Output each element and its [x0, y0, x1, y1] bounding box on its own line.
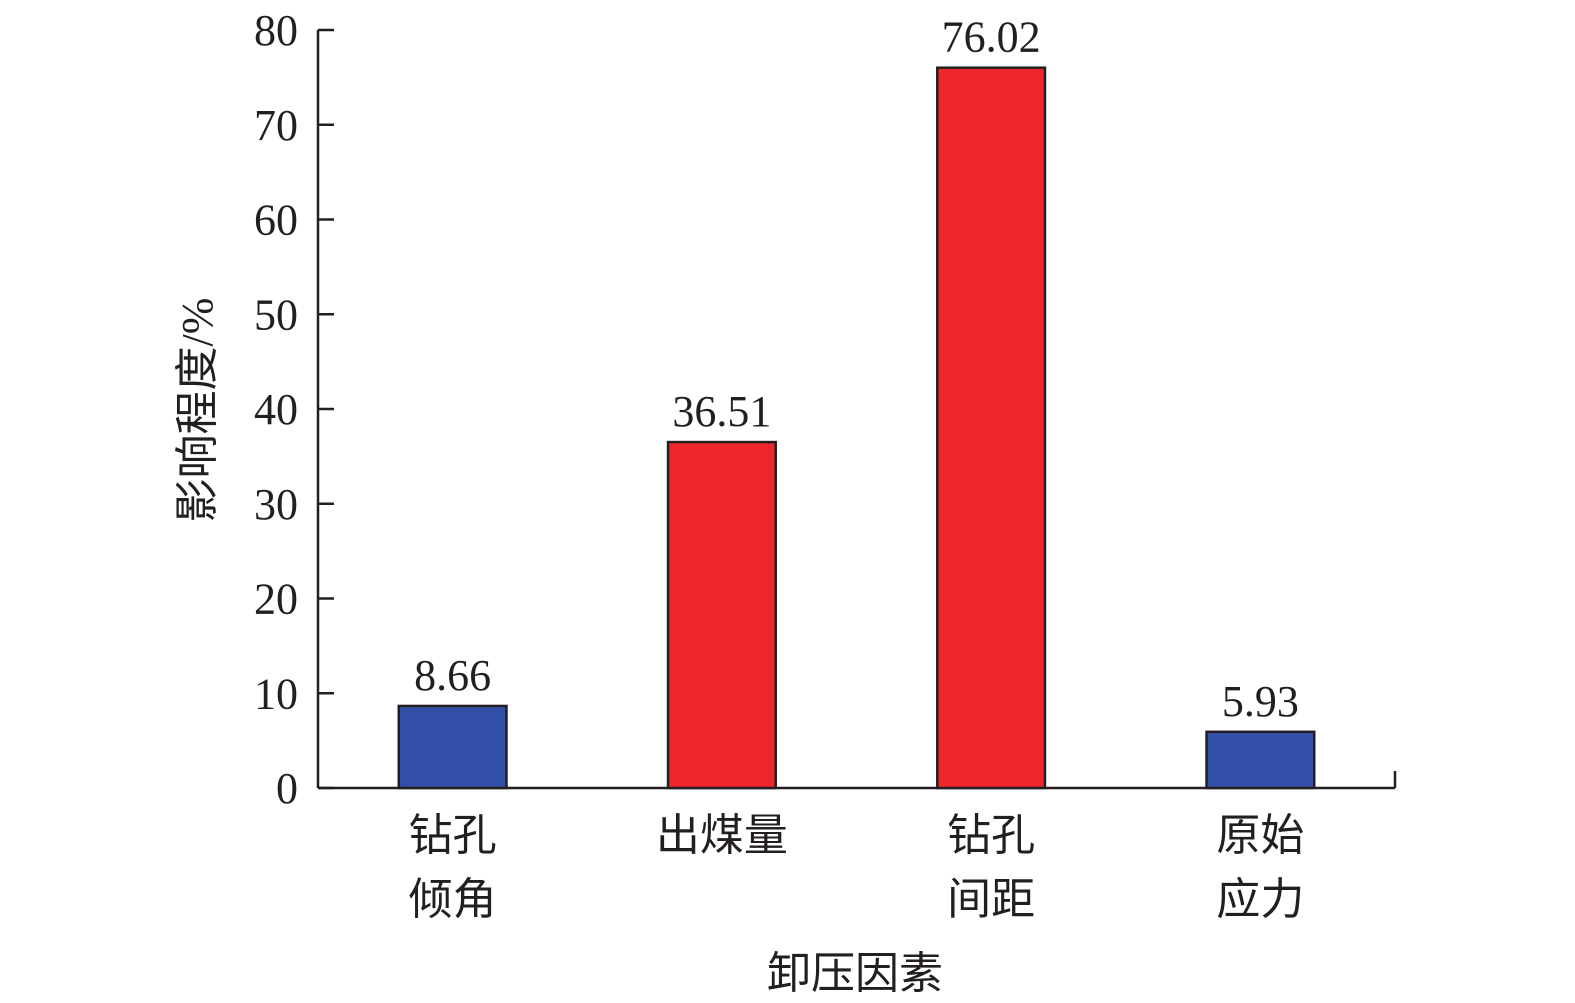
x-tick-label: 原始应力	[1216, 811, 1304, 924]
bar	[666, 440, 777, 790]
y-tick-label: 60	[254, 196, 298, 245]
y-tick-label: 0	[276, 764, 298, 813]
x-tick-label: 钻孔倾角	[409, 811, 497, 924]
value-label: 5.93	[1222, 677, 1299, 726]
x-tick-label-line: 出煤量	[656, 811, 788, 860]
bar	[397, 704, 508, 790]
y-tick-label: 40	[254, 385, 298, 434]
y-axis-title: 影响程度/%	[173, 298, 222, 523]
x-tick-label-line: 原始	[1216, 811, 1304, 860]
x-tick-label: 钻孔间距	[947, 811, 1035, 924]
value-label: 8.66	[414, 651, 491, 700]
y-tick-label: 80	[254, 6, 298, 55]
value-label: 76.02	[942, 13, 1041, 62]
value-label: 36.51	[672, 387, 771, 436]
bar	[1205, 730, 1316, 790]
y-tick-label: 10	[254, 669, 298, 718]
x-tick-label-line: 间距	[947, 875, 1035, 924]
x-axis-title: 卸压因素	[767, 949, 943, 998]
y-tick-label: 70	[254, 101, 298, 150]
x-tick-label-line: 倾角	[409, 875, 497, 924]
x-tick-label-line: 应力	[1216, 875, 1304, 924]
y-tick-label: 50	[254, 290, 298, 339]
x-tick-label-line: 钻孔	[947, 811, 1035, 860]
x-tick-label-line: 钻孔	[409, 811, 497, 860]
y-tick-label: 30	[254, 480, 298, 529]
bar	[936, 66, 1047, 790]
y-tick-label: 20	[254, 575, 298, 624]
x-tick-label: 出煤量	[656, 811, 788, 860]
